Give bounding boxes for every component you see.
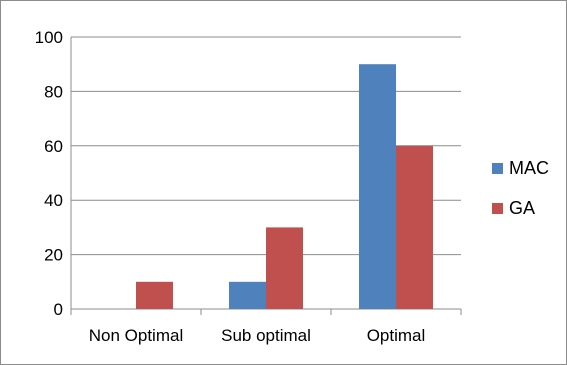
x-tick-label-non-optimal: Non Optimal xyxy=(89,326,183,345)
bar-layer xyxy=(136,64,433,309)
x-tick-label-sub-optimal: Sub optimal xyxy=(221,326,311,345)
bar-mac-sub-optimal xyxy=(229,281,266,309)
y-tick-label-0: 0 xyxy=(54,300,63,319)
bar-mac-optimal xyxy=(359,64,396,309)
label-layer: 0 20 40 60 80 100 Non Optimal Sub optimal Optima… xyxy=(35,28,426,345)
legend-label-mac: MAC xyxy=(509,158,549,178)
y-tick-label-80: 80 xyxy=(44,82,63,101)
y-tick-label-40: 40 xyxy=(44,191,63,210)
legend-label-ga: GA xyxy=(509,198,535,218)
bar-ga-optimal xyxy=(396,145,433,309)
bar-ga-non-optimal xyxy=(136,281,173,309)
y-tick-label-20: 20 xyxy=(44,246,63,265)
y-tick-label-100: 100 xyxy=(35,28,63,47)
legend-swatch-ga xyxy=(492,203,503,214)
bar-ga-sub-optimal xyxy=(266,227,303,309)
y-tick-label-60: 60 xyxy=(44,137,63,156)
legend: MAC GA xyxy=(492,158,549,218)
x-tick-label-optimal: Optimal xyxy=(367,326,426,345)
legend-swatch-mac xyxy=(492,163,503,174)
